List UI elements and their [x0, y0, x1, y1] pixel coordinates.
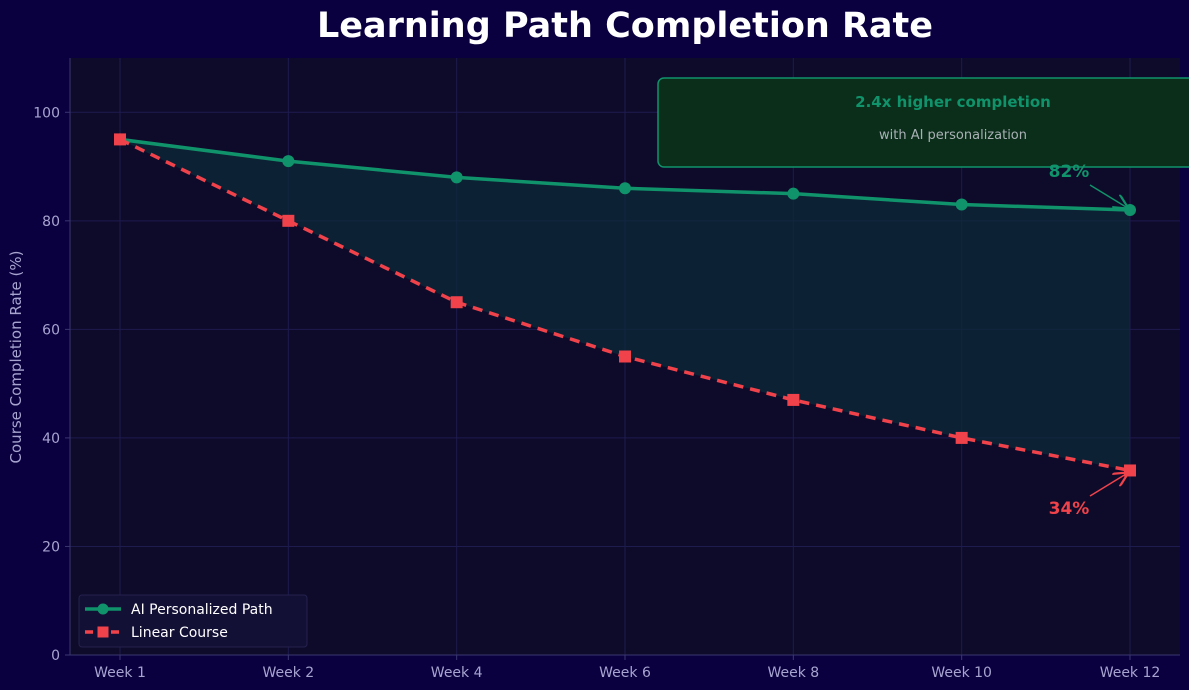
data-point-ai [787, 187, 800, 200]
data-point-linear [955, 431, 968, 444]
legend-marker-linear [97, 626, 109, 638]
callout-subtitle: with AI personalization [879, 128, 1027, 143]
chart-title: Learning Path Completion Rate [317, 6, 933, 46]
callout-title: 2.4x higher completion [855, 93, 1051, 111]
y-axis-label: Course Completion Rate (%) [7, 251, 25, 464]
arrow-linear [1089, 474, 1126, 497]
x-tick-label: Week 6 [599, 665, 651, 681]
y-tick-label: 40 [42, 431, 60, 447]
arrow-ai [1089, 184, 1126, 207]
y-tick-label: 20 [42, 539, 60, 555]
y-tick-labels: 0 20 40 60 80 100 [33, 105, 70, 664]
x-tick-label: Week 1 [94, 665, 146, 681]
x-tick-labels: Week 1 Week 2 Week 4 Week 6 Week 8 Week 10 Wee… [94, 655, 1160, 681]
y-tick-label: 100 [33, 105, 60, 121]
data-point-linear [114, 133, 126, 146]
fill-between-area [120, 139, 1130, 471]
data-point-linear [787, 393, 800, 406]
fill-between-region [120, 139, 1130, 471]
x-tick-label: Week 12 [1100, 665, 1161, 681]
data-point-linear [619, 350, 631, 363]
data-point-linear [282, 214, 295, 227]
legend-marker-ai [97, 603, 109, 615]
legend: AI Personalized Path Linear Course [78, 594, 308, 648]
y-tick-label: 80 [42, 214, 60, 230]
data-point-ai [282, 155, 295, 168]
legend-label-ai: AI Personalized Path [131, 602, 273, 618]
end-label-ai: 82% [1049, 162, 1090, 182]
marker-layer [114, 133, 1136, 477]
x-tick-label: Week 2 [262, 665, 314, 681]
data-point-ai [450, 171, 463, 184]
data-point-ai [1124, 203, 1136, 216]
callout-box: 2.4x higher completion with AI personali… [657, 77, 1189, 168]
legend-item-ai: AI Personalized Path [85, 602, 273, 618]
y-tick-label: 60 [42, 322, 60, 338]
data-point-ai [619, 182, 631, 195]
end-label-linear: 34% [1049, 499, 1090, 519]
y-tick-label: 0 [51, 648, 60, 664]
data-point-ai [955, 198, 968, 211]
x-tick-label: Week 10 [931, 665, 992, 681]
data-point-linear [450, 296, 463, 309]
legend-item-linear: Linear Course [85, 625, 228, 641]
legend-label-linear: Linear Course [131, 625, 228, 641]
x-tick-label: Week 8 [767, 665, 819, 681]
x-tick-label: Week 4 [431, 665, 483, 681]
